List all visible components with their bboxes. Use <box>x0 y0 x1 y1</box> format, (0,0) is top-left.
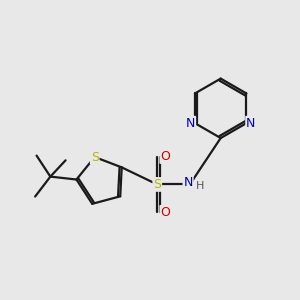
Text: N: N <box>186 117 195 130</box>
Text: N: N <box>246 117 256 130</box>
Text: S: S <box>91 151 99 164</box>
Text: O: O <box>160 150 170 163</box>
Text: N: N <box>183 176 193 189</box>
Text: S: S <box>153 178 161 191</box>
Text: H: H <box>196 181 204 191</box>
Text: O: O <box>160 206 170 219</box>
